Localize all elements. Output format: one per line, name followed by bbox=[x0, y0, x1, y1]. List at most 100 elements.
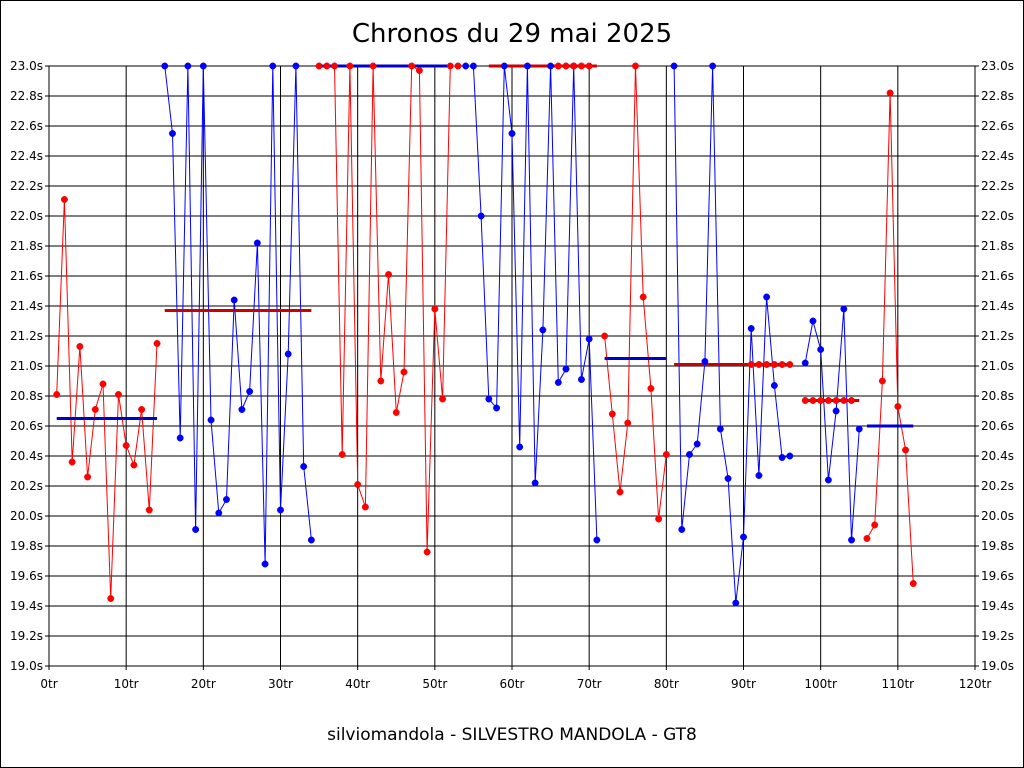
data-point bbox=[76, 343, 84, 350]
grid bbox=[48, 65, 976, 667]
data-point bbox=[161, 62, 169, 70]
data-point bbox=[840, 305, 848, 313]
data-point bbox=[107, 595, 115, 602]
data-point bbox=[770, 382, 778, 389]
data-point bbox=[516, 443, 524, 451]
y-tick-label-left: 21.6s bbox=[10, 269, 43, 283]
data-point bbox=[786, 452, 794, 460]
data-point bbox=[253, 239, 261, 247]
data-point bbox=[554, 62, 562, 70]
y-tick-label-right: 20.0s bbox=[981, 509, 1014, 523]
data-point bbox=[732, 599, 740, 607]
data-point bbox=[392, 409, 400, 416]
data-point bbox=[593, 536, 601, 544]
data-point bbox=[431, 305, 439, 313]
data-point bbox=[377, 377, 385, 385]
x-tick-label: 50tr bbox=[422, 677, 447, 691]
data-point bbox=[840, 397, 848, 404]
data-point bbox=[523, 62, 531, 70]
data-point bbox=[585, 335, 593, 343]
x-tick-label: 90tr bbox=[731, 677, 756, 691]
data-point bbox=[223, 496, 230, 503]
data-point bbox=[361, 503, 369, 511]
data-point bbox=[662, 451, 670, 458]
data-point bbox=[292, 62, 300, 70]
data-point bbox=[500, 62, 508, 70]
data-point bbox=[469, 62, 477, 70]
data-point bbox=[809, 397, 817, 404]
data-point bbox=[115, 391, 122, 398]
y-tick-label-right: 22.8s bbox=[981, 89, 1014, 103]
data-point bbox=[639, 293, 647, 301]
series-line-1 bbox=[164, 65, 312, 565]
data-point bbox=[724, 475, 732, 482]
data-point bbox=[539, 326, 547, 334]
data-point bbox=[601, 332, 609, 340]
y-tick-label-left: 19.6s bbox=[10, 569, 43, 583]
data-point bbox=[624, 419, 632, 427]
data-point bbox=[894, 403, 902, 410]
data-point bbox=[554, 379, 562, 386]
y-tick-label-left: 23.0s bbox=[10, 59, 43, 73]
data-point bbox=[423, 548, 431, 556]
y-tick-label-right: 21.0s bbox=[981, 359, 1014, 373]
data-point bbox=[655, 515, 663, 523]
y-tick-label-right: 22.4s bbox=[981, 149, 1014, 163]
y-tick-label-right: 21.8s bbox=[981, 239, 1014, 253]
y-tick-label-right: 19.6s bbox=[981, 569, 1014, 583]
y-tick-label-left: 22.4s bbox=[10, 149, 43, 163]
y-tick-label-left: 19.8s bbox=[10, 539, 43, 553]
data-point bbox=[138, 406, 146, 413]
y-tick-label-right: 20.2s bbox=[981, 479, 1014, 493]
data-point bbox=[153, 340, 161, 347]
data-point bbox=[585, 62, 593, 70]
y-tick-label-right: 19.8s bbox=[981, 539, 1014, 553]
data-point bbox=[385, 271, 392, 278]
data-point bbox=[778, 454, 786, 461]
data-point bbox=[848, 536, 855, 544]
data-point bbox=[902, 446, 909, 454]
data-point bbox=[562, 365, 570, 373]
data-point bbox=[169, 130, 176, 137]
x-tick-label: 120tr bbox=[959, 677, 992, 691]
data-point bbox=[763, 293, 771, 301]
series-line-0 bbox=[56, 199, 158, 599]
y-tick-label-right: 21.6s bbox=[981, 269, 1014, 283]
data-point bbox=[130, 461, 138, 469]
y-tick-label-left: 19.0s bbox=[10, 659, 43, 673]
y-tick-label-left: 20.6s bbox=[10, 419, 43, 433]
data-point bbox=[246, 388, 254, 395]
y-tick-label-right: 20.8s bbox=[981, 389, 1014, 403]
y-tick-label-left: 20.2s bbox=[10, 479, 43, 493]
data-point bbox=[570, 62, 578, 70]
data-points bbox=[53, 62, 917, 607]
y-tick-label-left: 22.6s bbox=[10, 119, 43, 133]
data-point bbox=[415, 67, 423, 74]
data-point bbox=[307, 536, 315, 544]
data-point bbox=[477, 212, 485, 220]
y-tick-label-left: 22.2s bbox=[10, 179, 43, 193]
axes: 19.0s 19.0s 19.2s 19.2s 19.4s 19.4s 19.6s 19.6s… bbox=[10, 59, 1014, 691]
y-tick-label-left: 21.0s bbox=[10, 359, 43, 373]
data-point bbox=[300, 463, 308, 470]
data-point bbox=[369, 62, 377, 70]
chart-title: Chronos du 29 mai 2025 bbox=[352, 19, 672, 49]
data-point bbox=[331, 62, 338, 70]
y-tick-label-left: 20.4s bbox=[10, 449, 43, 463]
data-point bbox=[832, 407, 840, 415]
data-point bbox=[338, 451, 346, 458]
data-point bbox=[848, 397, 855, 404]
data-point bbox=[562, 62, 570, 70]
y-tick-label-left: 19.4s bbox=[10, 599, 43, 613]
data-point bbox=[801, 397, 809, 404]
y-tick-label-right: 22.6s bbox=[981, 119, 1014, 133]
data-point bbox=[508, 130, 516, 137]
data-point bbox=[755, 472, 763, 479]
x-tick-label: 10tr bbox=[114, 677, 139, 691]
data-point bbox=[747, 361, 755, 368]
x-tick-label: 20tr bbox=[191, 677, 216, 691]
x-tick-label: 80tr bbox=[654, 677, 679, 691]
data-point bbox=[284, 350, 292, 358]
data-point bbox=[686, 451, 693, 458]
data-point bbox=[238, 406, 246, 413]
